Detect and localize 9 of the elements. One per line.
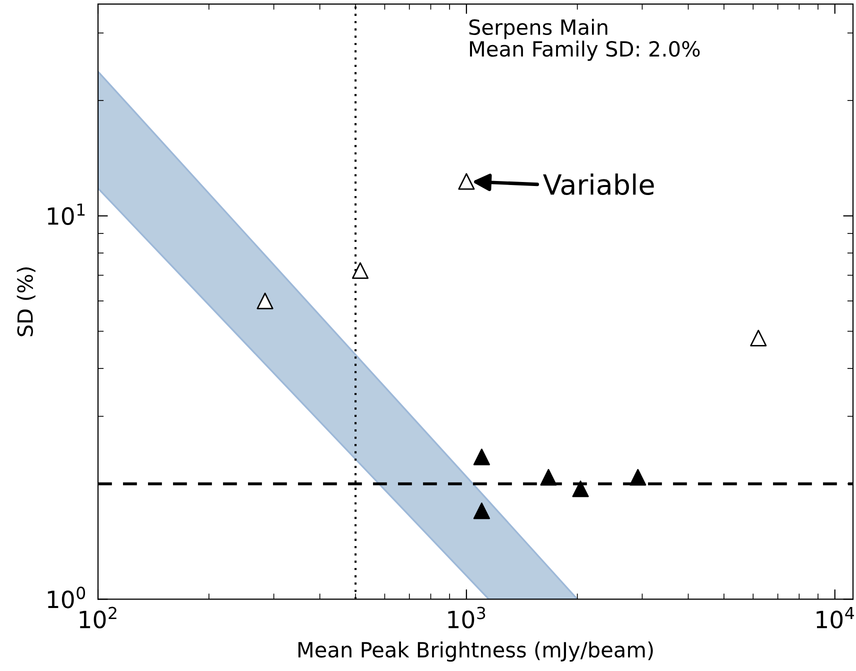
x-tick-label: 10$^{2}$ [80,606,116,628]
x-tick-label: 10$^{4}$ [816,607,854,628]
annotation: Variable [543,174,654,196]
y-tick-label: 10$^{0}$ [48,586,86,608]
y-axis-title: SD (%) [16,267,36,336]
x-axis-title: Mean Peak Brightness (mJy/beam) [298,642,653,662]
y-tick-label: 10$^{1}$ [48,204,85,226]
x-tick-label: 10$^{3}$ [448,606,486,628]
annotation: Serpens Main Mean Family SD: 2.0% [469,18,700,61]
